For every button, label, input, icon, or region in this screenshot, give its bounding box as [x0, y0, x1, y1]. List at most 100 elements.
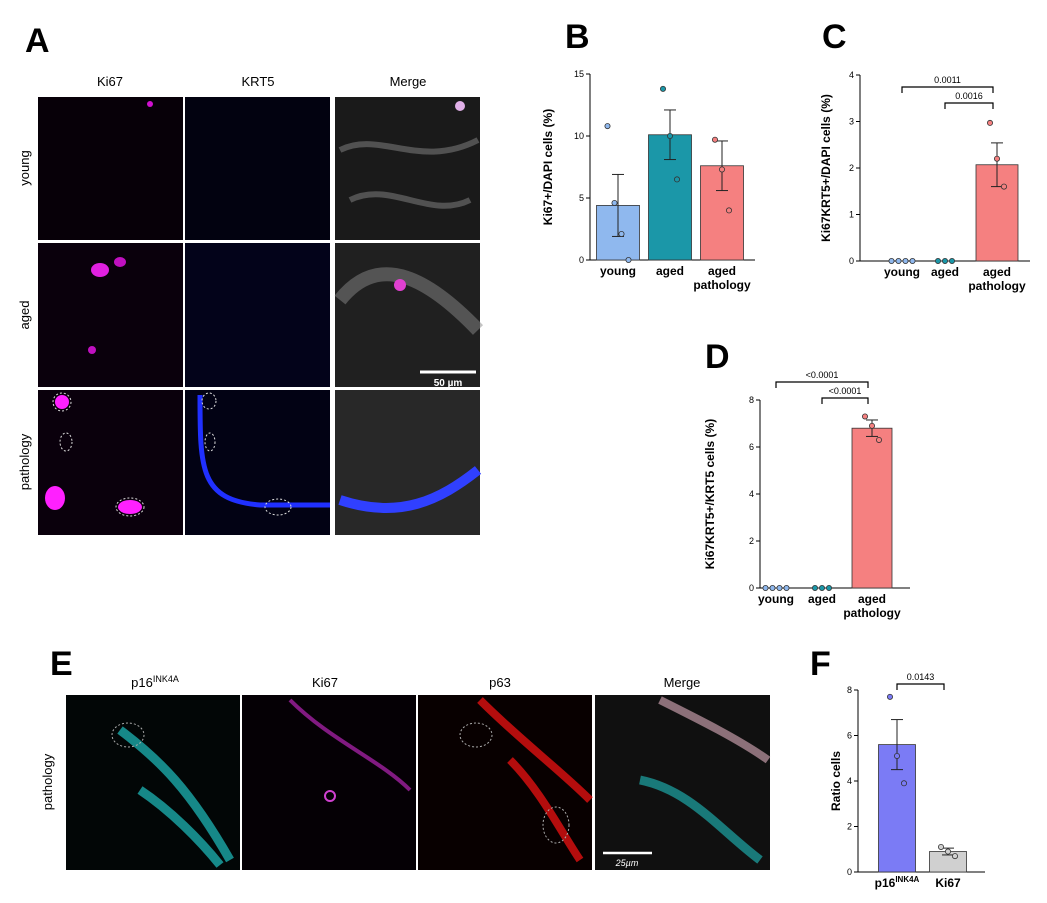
data-point [994, 155, 1001, 162]
data-point [952, 853, 959, 860]
y-tick-label: 1 [849, 210, 854, 220]
x-tick-label-line: aged [656, 264, 684, 278]
data-point [895, 257, 902, 264]
data-point [942, 257, 949, 264]
data-point [762, 585, 769, 592]
y-tick-label: 4 [749, 489, 754, 499]
y-tick-label: 5 [579, 193, 584, 203]
significance-label: 0.0011 [934, 75, 961, 85]
y-tick-label: 6 [847, 731, 852, 741]
data-point [674, 176, 681, 183]
x-tick-label-line: aged [931, 265, 959, 279]
data-point [949, 257, 956, 264]
x-tick-label: p16INK4A [875, 875, 920, 890]
data-point [1001, 183, 1008, 190]
column-header: p63 [489, 675, 511, 690]
x-tick-label-line: pathology [968, 279, 1026, 293]
significance-bracket [901, 86, 994, 93]
x-tick-label: young [600, 264, 636, 278]
x-tick-label-line: aged [808, 592, 836, 606]
error-bar [891, 719, 903, 771]
data-point [667, 132, 674, 139]
data-point [869, 422, 876, 429]
x-tick-label: young [758, 592, 794, 606]
data-point [909, 257, 916, 264]
significance-bracket [944, 102, 994, 109]
x-tick-label-superscript: INK4A [895, 875, 919, 884]
data-point [712, 136, 719, 143]
y-tick-label: 0 [579, 255, 584, 265]
x-tick-label: young [884, 265, 920, 279]
x-tick-label: aged pathology [968, 265, 1026, 293]
y-tick-label: 2 [849, 163, 854, 173]
data-point [902, 257, 909, 264]
significance-bracket [775, 381, 869, 388]
y-axis-label: Ki67KRT5+/DAPI cells (%) [819, 94, 833, 242]
scale-bar-label: 50 µm [434, 378, 463, 389]
panel-letter: A [25, 22, 50, 60]
x-tick-label-line: aged [983, 265, 1011, 279]
significance-label: 0.0016 [955, 91, 983, 101]
significance-bracket [821, 397, 869, 404]
panel-e-images [66, 695, 771, 870]
panel-letter: E [50, 645, 73, 683]
y-tick-label: 8 [749, 395, 754, 405]
data-point [901, 780, 908, 787]
data-point [894, 752, 901, 759]
y-tick-label: 2 [749, 536, 754, 546]
x-tick-label: aged pathology [843, 592, 901, 620]
significance-label: 0.0143 [907, 672, 935, 682]
data-point [945, 848, 952, 855]
x-tick-label: Ki67 [935, 876, 961, 890]
data-point [826, 585, 833, 592]
data-point [604, 123, 611, 130]
row-label: pathology [17, 433, 32, 490]
data-point [887, 693, 894, 700]
x-tick-label: aged [656, 264, 684, 278]
significance-label: <0.0001 [806, 370, 839, 380]
y-axis-label: Ki67+/DAPI cells (%) [541, 109, 555, 225]
y-tick-label: 0 [847, 867, 852, 877]
data-point [776, 585, 783, 592]
significance-label: <0.0001 [829, 386, 862, 396]
x-tick-label-line: Ki67 [935, 876, 961, 890]
column-header: Ki67 [312, 675, 338, 690]
data-point [888, 257, 895, 264]
y-tick-label: 10 [574, 131, 584, 141]
bar [648, 134, 692, 261]
x-tick-label-line: young [884, 265, 920, 279]
y-tick-label: 0 [849, 256, 854, 266]
data-point [876, 436, 883, 443]
y-axis-label: Ki67KRT5+/KRT5 cells (%) [703, 419, 717, 569]
x-tick-label: aged pathology [693, 264, 751, 292]
error-bar [991, 142, 1003, 188]
y-tick-label: 8 [847, 685, 852, 695]
x-tick-label-line: p16 [875, 876, 896, 890]
x-tick-label-line: young [600, 264, 636, 278]
data-point [819, 585, 826, 592]
column-header: p16INK4A [131, 674, 179, 690]
bar [851, 427, 893, 589]
data-point [812, 585, 819, 592]
panel-letter: F [810, 645, 831, 683]
x-tick-label: aged [931, 265, 959, 279]
y-tick-label: 4 [847, 776, 852, 786]
panel-letter: C [822, 18, 847, 56]
column-header: Merge [390, 74, 427, 89]
data-point [938, 843, 945, 850]
row-label: pathology [40, 753, 55, 810]
scale-bar-label: 25µm [615, 858, 639, 868]
column-header: Merge [664, 675, 701, 690]
data-point [769, 585, 776, 592]
data-point [935, 257, 942, 264]
row-label: aged [17, 301, 32, 330]
row-label: young [17, 150, 32, 185]
x-tick-label-line: aged [858, 592, 886, 606]
data-point [719, 166, 726, 173]
data-point [618, 230, 625, 237]
data-point [726, 207, 733, 214]
data-point [660, 85, 667, 92]
error-bar [716, 140, 728, 192]
panel-letter: D [705, 338, 730, 376]
